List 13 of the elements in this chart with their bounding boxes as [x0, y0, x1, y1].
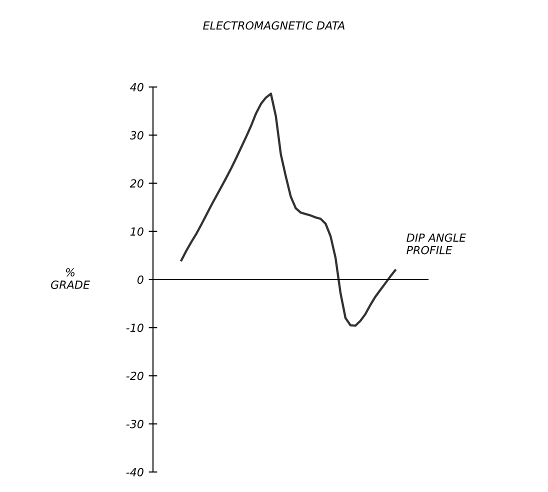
- chart-title: ELECTROMAGNETIC DATA: [203, 21, 344, 30]
- y-tick-label: 10: [130, 227, 144, 236]
- y-tick-label: -40: [126, 468, 144, 476]
- y-tick-label: 0: [137, 275, 144, 284]
- y-axis-title: % GRADE: [51, 268, 90, 289]
- y-tick-label: -20: [126, 372, 144, 380]
- y-tick-label: 40: [130, 82, 144, 92]
- y-tick-label: 20: [130, 179, 144, 188]
- line-series: [180, 92, 396, 327]
- y-tick-label: -10: [126, 324, 144, 332]
- y-tick-label: -30: [126, 420, 144, 428]
- text: DIP ANGLE PROFILE: [406, 233, 466, 254]
- y-tick-label: 30: [130, 131, 144, 140]
